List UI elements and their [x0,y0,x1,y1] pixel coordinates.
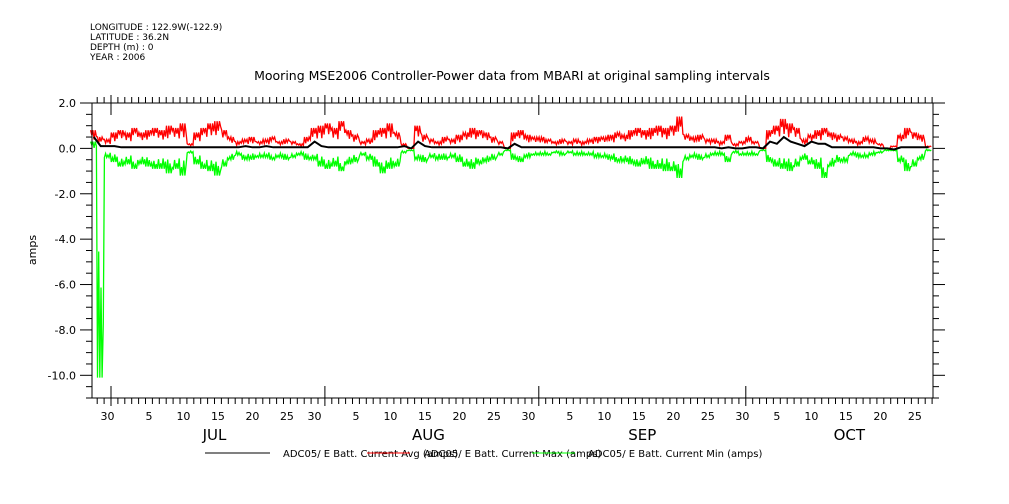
legend-label-avg: ADC05/ E Batt. Current Avg (amps) [283,449,458,460]
x-tick-label: 15 [211,410,225,423]
series-layer [89,116,932,378]
x-tick-label: 30 [308,410,322,423]
x-tick-label: 25 [280,410,294,423]
x-tick-label: 15 [632,410,646,423]
year-label: YEAR : 2006 [89,53,146,63]
x-tick-label: 15 [418,410,432,423]
series-min [89,141,932,378]
latitude-label: LATITUDE : 36.2N [90,33,169,43]
series-avg [93,135,929,151]
legend-label-max: ADC05/ E Batt. Current Max (amps) [424,449,601,460]
series-avg-line [93,135,929,151]
x-tick-label: 15 [839,410,853,423]
x-tick-label: 5 [773,410,780,423]
x-tick-label: 25 [908,410,922,423]
y-tick-label: -4.0 [55,233,76,246]
x-tick-label: 30 [521,410,535,423]
x-tick-label: 10 [176,410,190,423]
x-tick-label: 30 [735,410,749,423]
y-tick-label: -6.0 [55,279,76,292]
y-tick-label: 2.0 [59,97,77,110]
month-label: SEP [628,426,656,444]
series-max-line [89,116,932,150]
chart-title: Mooring MSE2006 Controller-Power data fr… [254,68,770,83]
x-tick-label: 20 [245,410,259,423]
legend: ADC05/ E Batt. Current Avg (amps) ADC05/… [205,449,762,460]
x-tick-label: 5 [352,410,359,423]
x-tick-label: 20 [452,410,466,423]
axes-layer: 2.0 0.0 -2.0 -4.0 -6.0 -8.0 -10.0 30 5 10 15 20 25 30… [48,95,945,444]
y-axis-label: amps [26,235,39,265]
month-label: JUL [202,426,227,444]
month-label: OCT [834,426,866,444]
x-tick-label: 20 [873,410,887,423]
series-max [89,116,932,150]
x-tick-label: 10 [383,410,397,423]
x-tick-label: 5 [145,410,152,423]
y-tick-label: -2.0 [55,188,76,201]
y-tick-label: -10.0 [48,369,76,382]
x-tick-label: 10 [804,410,818,423]
longitude-label: LONGITUDE : 122.9W(-122.9) [90,23,222,33]
x-tick-label: 10 [597,410,611,423]
x-tick-label: 20 [666,410,680,423]
depth-label: DEPTH (m) : 0 [90,43,154,53]
y-tick-label: -8.0 [55,324,76,337]
x-tick-label: 5 [566,410,573,423]
legend-label-min: ADC05/ E Batt. Current Min (amps) [588,449,762,460]
series-min-line [89,141,932,378]
y-tick-label: 0.0 [59,142,77,155]
month-label: AUG [412,426,445,444]
x-tick-label: 25 [701,410,715,423]
x-tick-label: 25 [487,410,501,423]
x-tick-label: 30 [101,410,115,423]
